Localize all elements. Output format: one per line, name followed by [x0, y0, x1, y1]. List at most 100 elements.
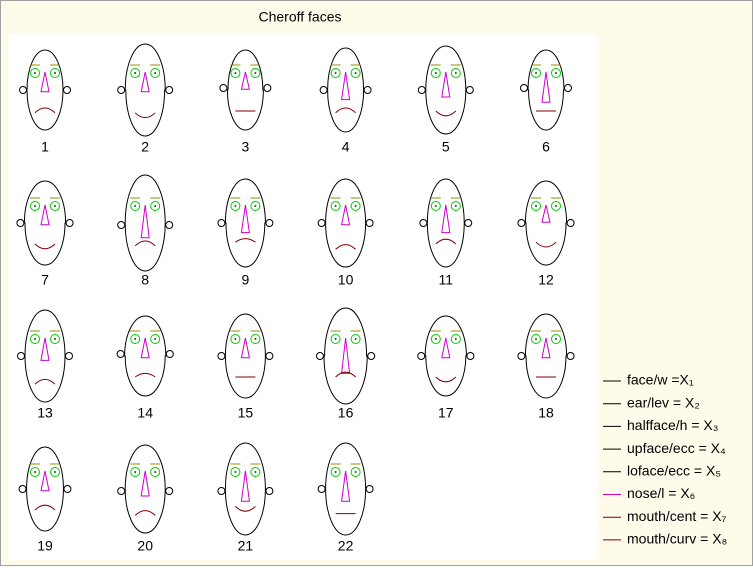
face-label: 16 — [338, 405, 354, 421]
eye — [230, 68, 241, 78]
face-outline — [424, 315, 467, 397]
pupil — [154, 338, 157, 340]
ear — [217, 487, 226, 495]
face-label: 10 — [338, 272, 354, 288]
nose — [341, 337, 351, 374]
eye — [450, 334, 461, 344]
legend-label: mouth/cent = X₇ — [627, 508, 727, 524]
eye — [230, 334, 241, 344]
eye — [430, 68, 441, 78]
mouth — [134, 510, 156, 516]
pupil — [34, 338, 36, 340]
eye — [330, 334, 341, 344]
pupil — [254, 205, 257, 207]
eye — [250, 467, 261, 477]
ear — [116, 350, 125, 358]
eye — [230, 467, 241, 477]
face-label: 2 — [141, 139, 149, 155]
mouth — [134, 240, 156, 247]
pupil — [234, 205, 237, 207]
pupil — [334, 205, 337, 207]
ear — [265, 487, 274, 495]
legend-label: ear/lev = X₂ — [627, 394, 700, 410]
eye — [531, 334, 541, 344]
face-outline — [224, 178, 266, 268]
mouth — [335, 107, 356, 114]
ear — [165, 86, 174, 94]
legend-label: nose/l = X₆ — [627, 485, 695, 501]
mouth — [235, 238, 256, 243]
pupil — [154, 72, 157, 74]
nose — [140, 470, 150, 497]
eye — [50, 334, 60, 344]
pupil — [454, 72, 457, 74]
pupil — [454, 205, 457, 207]
eye — [130, 68, 141, 78]
eye — [30, 467, 40, 477]
eye — [250, 68, 261, 78]
ear — [265, 352, 274, 360]
eye — [551, 201, 561, 211]
ear — [65, 219, 74, 227]
nose — [240, 204, 250, 234]
eye — [250, 201, 261, 211]
ear — [217, 219, 226, 227]
nose — [340, 204, 351, 226]
face-outline — [124, 174, 166, 272]
ear — [165, 487, 174, 495]
mouth — [535, 241, 557, 248]
nose — [441, 337, 451, 359]
eye — [50, 467, 60, 477]
face-label: 5 — [442, 139, 450, 155]
legend-label: mouth/curv = X₈ — [627, 531, 727, 547]
ear — [365, 219, 374, 227]
eye — [531, 68, 541, 78]
ear — [265, 219, 274, 227]
mouth — [435, 376, 457, 383]
mouth — [134, 112, 156, 119]
ear — [417, 86, 426, 94]
pupil — [334, 72, 337, 74]
pupil — [254, 338, 257, 340]
eye — [350, 201, 361, 211]
ear — [19, 86, 27, 94]
pupil — [555, 72, 557, 74]
nose — [240, 470, 250, 502]
pupil — [454, 338, 457, 340]
pupil — [535, 338, 537, 340]
pupil — [34, 471, 36, 473]
ear — [63, 86, 71, 94]
legend-label: upface/ecc = X₄ — [627, 440, 726, 456]
nose — [40, 337, 50, 361]
pupil — [54, 338, 56, 340]
chart-title: Cheroff faces — [258, 9, 341, 25]
pupil — [54, 205, 56, 207]
eye — [430, 334, 441, 344]
eye — [230, 201, 241, 211]
pupil — [154, 205, 157, 207]
pupil — [234, 338, 237, 340]
ear — [319, 86, 328, 94]
pupil — [54, 471, 56, 473]
eye — [150, 467, 161, 477]
eye — [450, 68, 461, 78]
ear — [263, 84, 272, 92]
ear — [16, 219, 25, 227]
nose — [541, 204, 551, 223]
ear — [219, 84, 228, 92]
eye — [130, 334, 141, 344]
ear — [517, 352, 526, 360]
pupil — [354, 338, 357, 340]
eye — [30, 201, 40, 211]
mouth — [435, 110, 457, 117]
ear — [117, 221, 126, 229]
eye — [350, 334, 361, 344]
pupil — [134, 471, 137, 473]
mouth — [235, 506, 256, 512]
nose — [341, 470, 351, 502]
pupil — [354, 471, 357, 473]
face-outline — [524, 180, 568, 266]
ear — [165, 221, 174, 229]
nose — [441, 204, 451, 234]
